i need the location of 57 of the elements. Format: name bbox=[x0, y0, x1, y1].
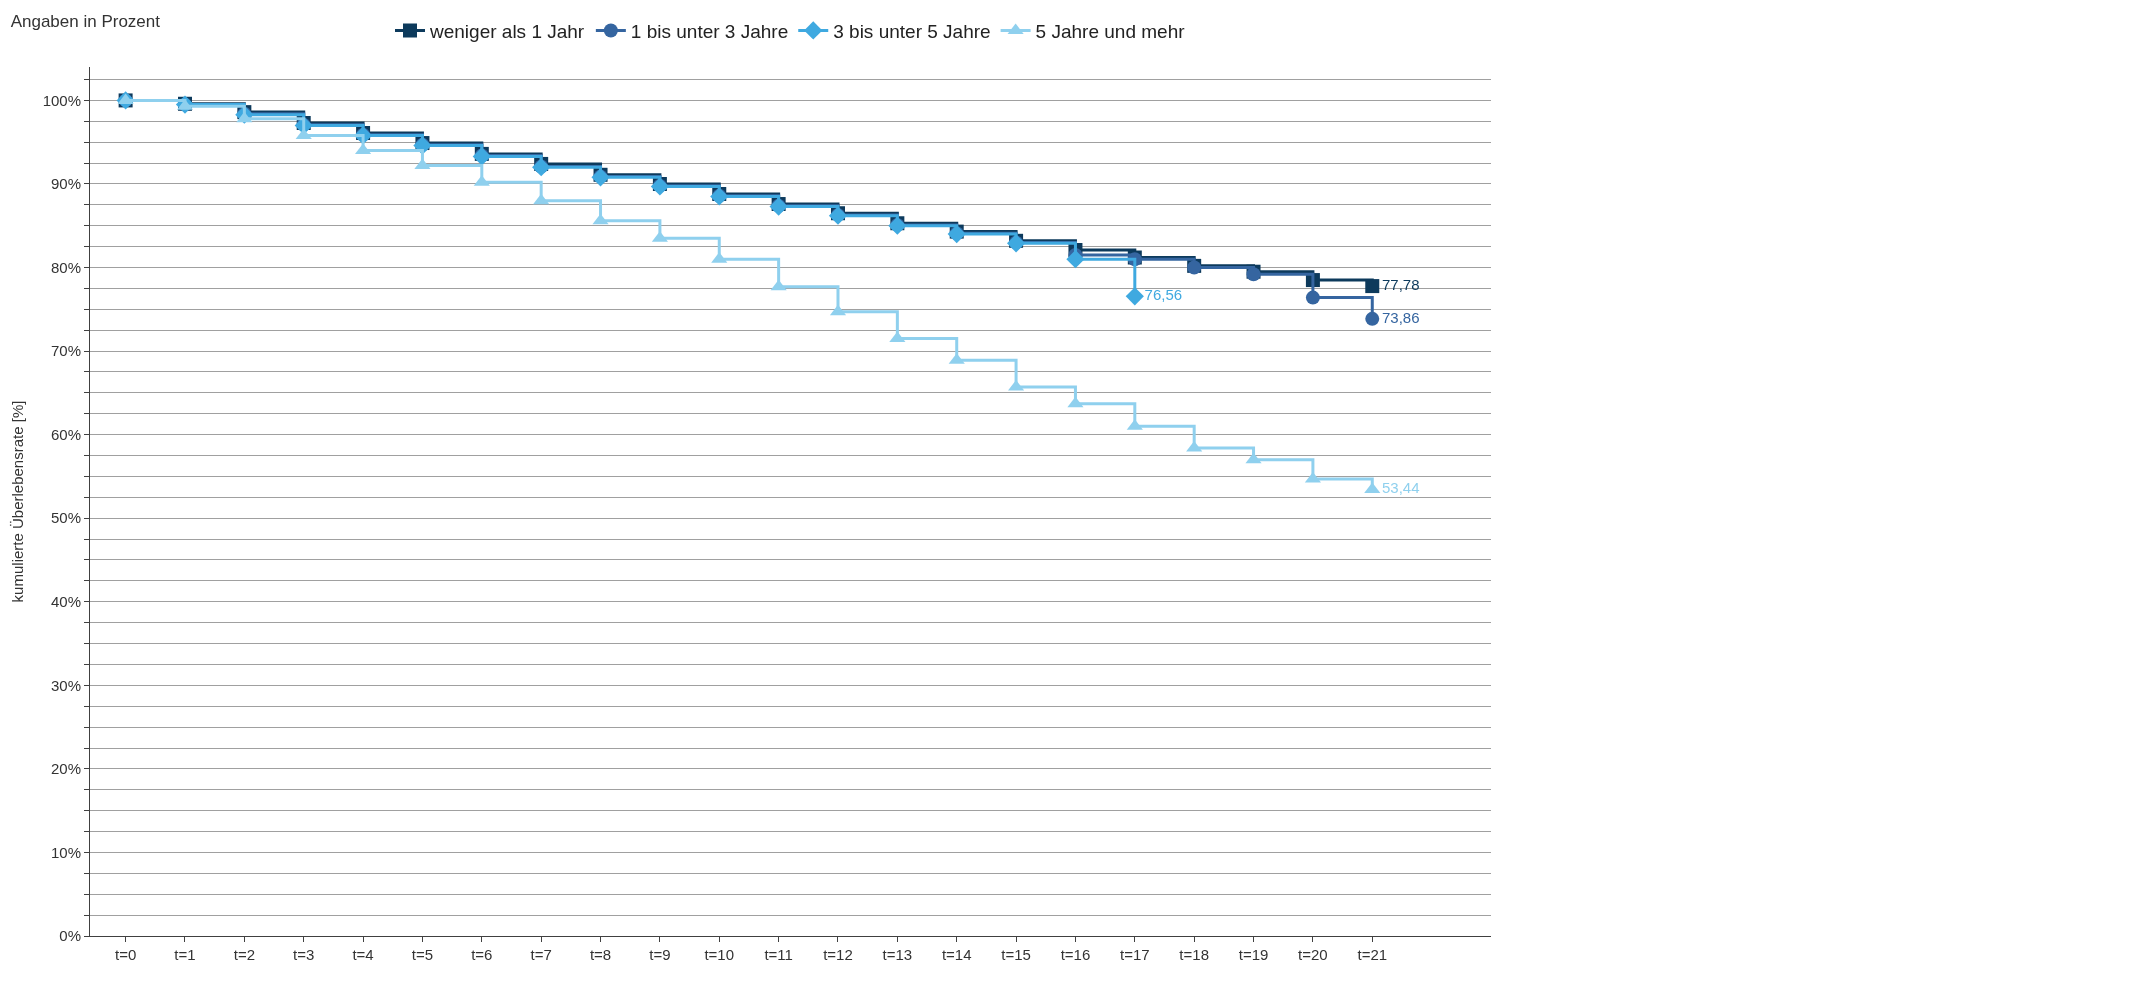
x-tick-label: t=11 bbox=[764, 946, 793, 963]
y-tick-label: 40% bbox=[50, 593, 81, 611]
x-tick-label: t=17 bbox=[1120, 946, 1150, 963]
x-tick-label: t=6 bbox=[471, 946, 493, 963]
x-tick-label: t=1 bbox=[174, 946, 196, 963]
x-tick-label: t=10 bbox=[704, 946, 735, 963]
point bbox=[770, 279, 787, 291]
point bbox=[1066, 250, 1085, 269]
y-tick-label: 100% bbox=[42, 91, 81, 109]
point bbox=[414, 158, 431, 170]
point bbox=[1125, 287, 1144, 306]
data-label: 53,44 bbox=[1382, 479, 1420, 497]
y-tick-label: 30% bbox=[50, 676, 81, 694]
y-tick-label: 20% bbox=[50, 760, 81, 778]
chart-title: Angaben in Prozent bbox=[10, 11, 161, 31]
point bbox=[355, 143, 372, 155]
point bbox=[236, 111, 253, 123]
data-label: 73,86 bbox=[1382, 308, 1420, 326]
point bbox=[533, 193, 550, 205]
y-axis-title: kumulierte Überlebensrate [%] bbox=[8, 400, 26, 603]
legend-label: weniger als 1 Jahr bbox=[429, 20, 585, 42]
x-tick-label: t=5 bbox=[411, 946, 434, 963]
x-tick-label: t=12 bbox=[823, 946, 853, 963]
y-tick-label: 60% bbox=[50, 425, 81, 443]
legend-label: 1 bis unter 3 Jahre bbox=[630, 20, 789, 42]
x-tick-label: t=7 bbox=[530, 946, 552, 963]
x-tick-label: t=19 bbox=[1238, 946, 1269, 963]
x-tick-label: t=0 bbox=[114, 946, 137, 963]
y-tick-label: 90% bbox=[50, 175, 81, 193]
point bbox=[1365, 311, 1380, 326]
legend-label: 3 bis unter 5 Jahre bbox=[833, 20, 991, 42]
x-tick-label: t=2 bbox=[233, 946, 255, 963]
y-tick-label: 10% bbox=[50, 843, 81, 861]
x-tick-label: t=13 bbox=[882, 946, 913, 963]
legend-label: 5 Jahre und mehr bbox=[1035, 20, 1186, 42]
x-tick-label: t=4 bbox=[352, 946, 374, 963]
point bbox=[1365, 279, 1380, 294]
data-label: 76,56 bbox=[1144, 286, 1183, 304]
x-tick-label: t=21 bbox=[1357, 946, 1388, 963]
point bbox=[1067, 396, 1084, 408]
point bbox=[295, 128, 312, 140]
point bbox=[1304, 471, 1321, 483]
x-tick-label: t=8 bbox=[589, 946, 612, 963]
data-label: 77,78 bbox=[1382, 275, 1420, 293]
x-tick-label: t=14 bbox=[941, 946, 972, 963]
x-tick-label: t=15 bbox=[1001, 946, 1031, 963]
x-tick-label: t=3 bbox=[293, 946, 315, 963]
x-tick-label: t=9 bbox=[649, 946, 671, 963]
y-tick-label: 0% bbox=[59, 927, 81, 945]
x-tick-label: t=20 bbox=[1298, 946, 1328, 963]
y-tick-label: 70% bbox=[50, 342, 81, 360]
y-tick-label: 50% bbox=[50, 509, 81, 527]
x-tick-label: t=18 bbox=[1179, 946, 1209, 963]
x-tick-label: t=16 bbox=[1060, 946, 1091, 963]
y-tick-label: 80% bbox=[50, 258, 81, 276]
point bbox=[889, 331, 906, 343]
point bbox=[1305, 290, 1320, 305]
